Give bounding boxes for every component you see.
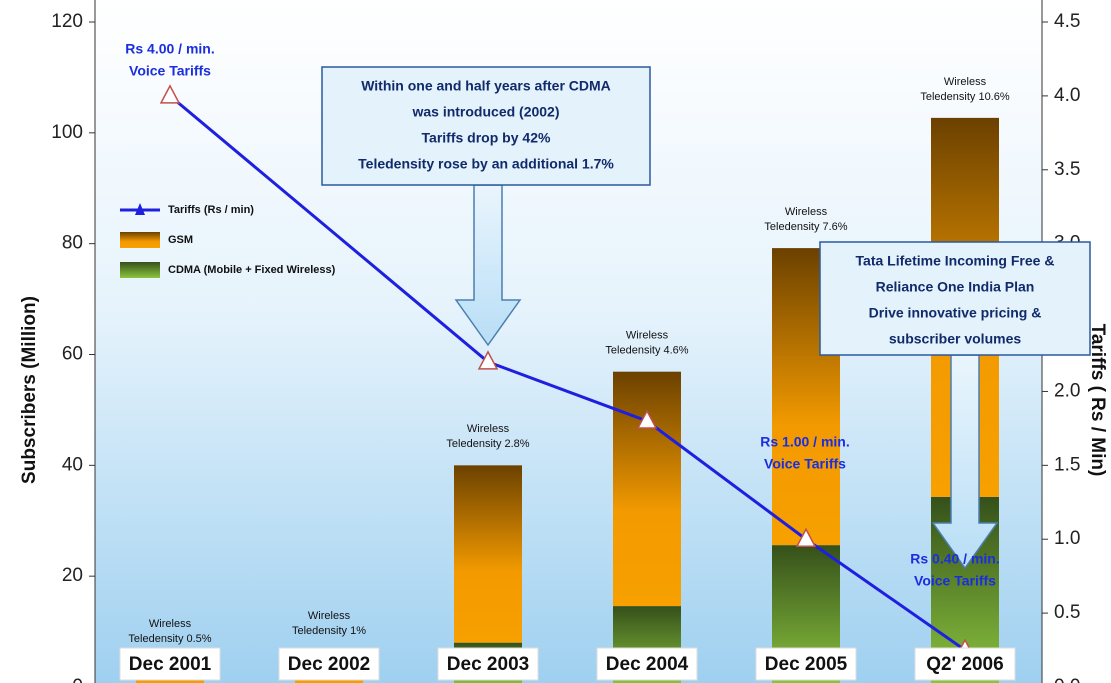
y2-tick-label: 4.5 (1054, 11, 1080, 32)
tariff-label: Voice Tariffs (764, 456, 846, 472)
bar (613, 371, 681, 607)
y2-axis-label: Tariffs ( Rs / Min) (1087, 324, 1108, 477)
y2-tick-label: 4.0 (1054, 85, 1080, 106)
tariff-label: Rs 1.00 / min. (760, 434, 849, 450)
x-tick-label: Dec 2005 (765, 654, 848, 675)
category-box (119, 647, 221, 681)
bar-label: Teledensity 2.8% (446, 438, 529, 450)
bar-label: Teledensity 4.6% (605, 345, 688, 357)
x-tick-label: Dec 2002 (288, 654, 370, 675)
annotation-text: Tata Lifetime Incoming Free & (856, 253, 1055, 269)
y-axis-label: Subscribers (Million) (19, 296, 40, 484)
bar-label: Teledensity 10.6% (920, 91, 1009, 103)
legend-label: CDMA (Mobile + Fixed Wireless) (168, 264, 336, 276)
tariff-marker (477, 350, 499, 370)
tariff-marker (636, 409, 658, 429)
y2-tick-label: 0.5 (1054, 602, 1080, 623)
bar-label: Wireless (308, 610, 351, 622)
x-tick-label: Q2' 2006 (926, 654, 1003, 675)
tariff-label: Rs 4.00 / min. (125, 41, 214, 57)
bar-label: Wireless (785, 206, 828, 218)
tariff-line (169, 94, 966, 652)
tariff-label: Rs 0.40 / min. (910, 551, 999, 567)
bar-label: Teledensity 0.5% (128, 633, 211, 645)
bar (454, 465, 522, 643)
annotation-box (819, 241, 1091, 356)
y2-tick-label: 0.0 (1054, 676, 1080, 683)
callout-arrow (931, 354, 999, 570)
y-tick-label: 120 (51, 11, 83, 32)
category-box (278, 647, 380, 681)
y-tick-label: 40 (62, 454, 83, 475)
y-tick-label: 80 (62, 233, 83, 254)
annotation-text: Drive innovative pricing & (869, 305, 1042, 321)
x-tick-label: Dec 2004 (606, 654, 689, 675)
category-box (596, 647, 698, 681)
y2-tick-label: 2.0 (1054, 380, 1080, 401)
annotation-text: Within one and half years after CDMA (361, 78, 611, 94)
legend-swatch (120, 262, 160, 278)
annotation-text: Tariffs drop by 42% (422, 130, 551, 146)
y-tick-label: 20 (62, 565, 83, 586)
bar-label: Wireless (944, 76, 987, 88)
tariff-label: Voice Tariffs (914, 573, 996, 589)
legend-label: GSM (168, 234, 193, 246)
bar-label: Wireless (626, 330, 669, 342)
x-tick-label: Dec 2001 (129, 654, 212, 675)
annotation-text: Teledensity rose by an additional 1.7% (358, 156, 614, 172)
category-box (755, 647, 857, 681)
tariff-marker (159, 84, 181, 104)
y-tick-label: 0 (72, 676, 83, 683)
legend-swatch (120, 232, 160, 248)
annotation-text: Reliance One India Plan (876, 279, 1035, 295)
legend-label: Tariffs (Rs / min) (168, 204, 254, 216)
y2-tick-label: 3.5 (1054, 159, 1080, 180)
callout-arrow (454, 184, 522, 347)
y2-tick-label: 1.0 (1054, 528, 1080, 549)
legend-marker (135, 203, 145, 215)
annotation-box (321, 66, 651, 186)
x-tick-label: Dec 2003 (447, 654, 529, 675)
bar-label: Teledensity 1% (292, 625, 366, 637)
bar-label: Wireless (467, 423, 510, 435)
annotation-text: subscriber volumes (889, 331, 1021, 347)
y-tick-label: 60 (62, 344, 83, 365)
tariff-marker (795, 527, 817, 547)
category-box (437, 647, 539, 681)
y-tick-label: 100 (51, 122, 83, 143)
category-box (914, 647, 1016, 681)
tariff-label: Voice Tariffs (129, 63, 211, 79)
bar-label: Teledensity 7.6% (764, 221, 847, 233)
bar-label: Wireless (149, 618, 192, 630)
y2-tick-label: 1.5 (1054, 454, 1080, 475)
annotation-text: was introduced (2002) (411, 104, 559, 120)
